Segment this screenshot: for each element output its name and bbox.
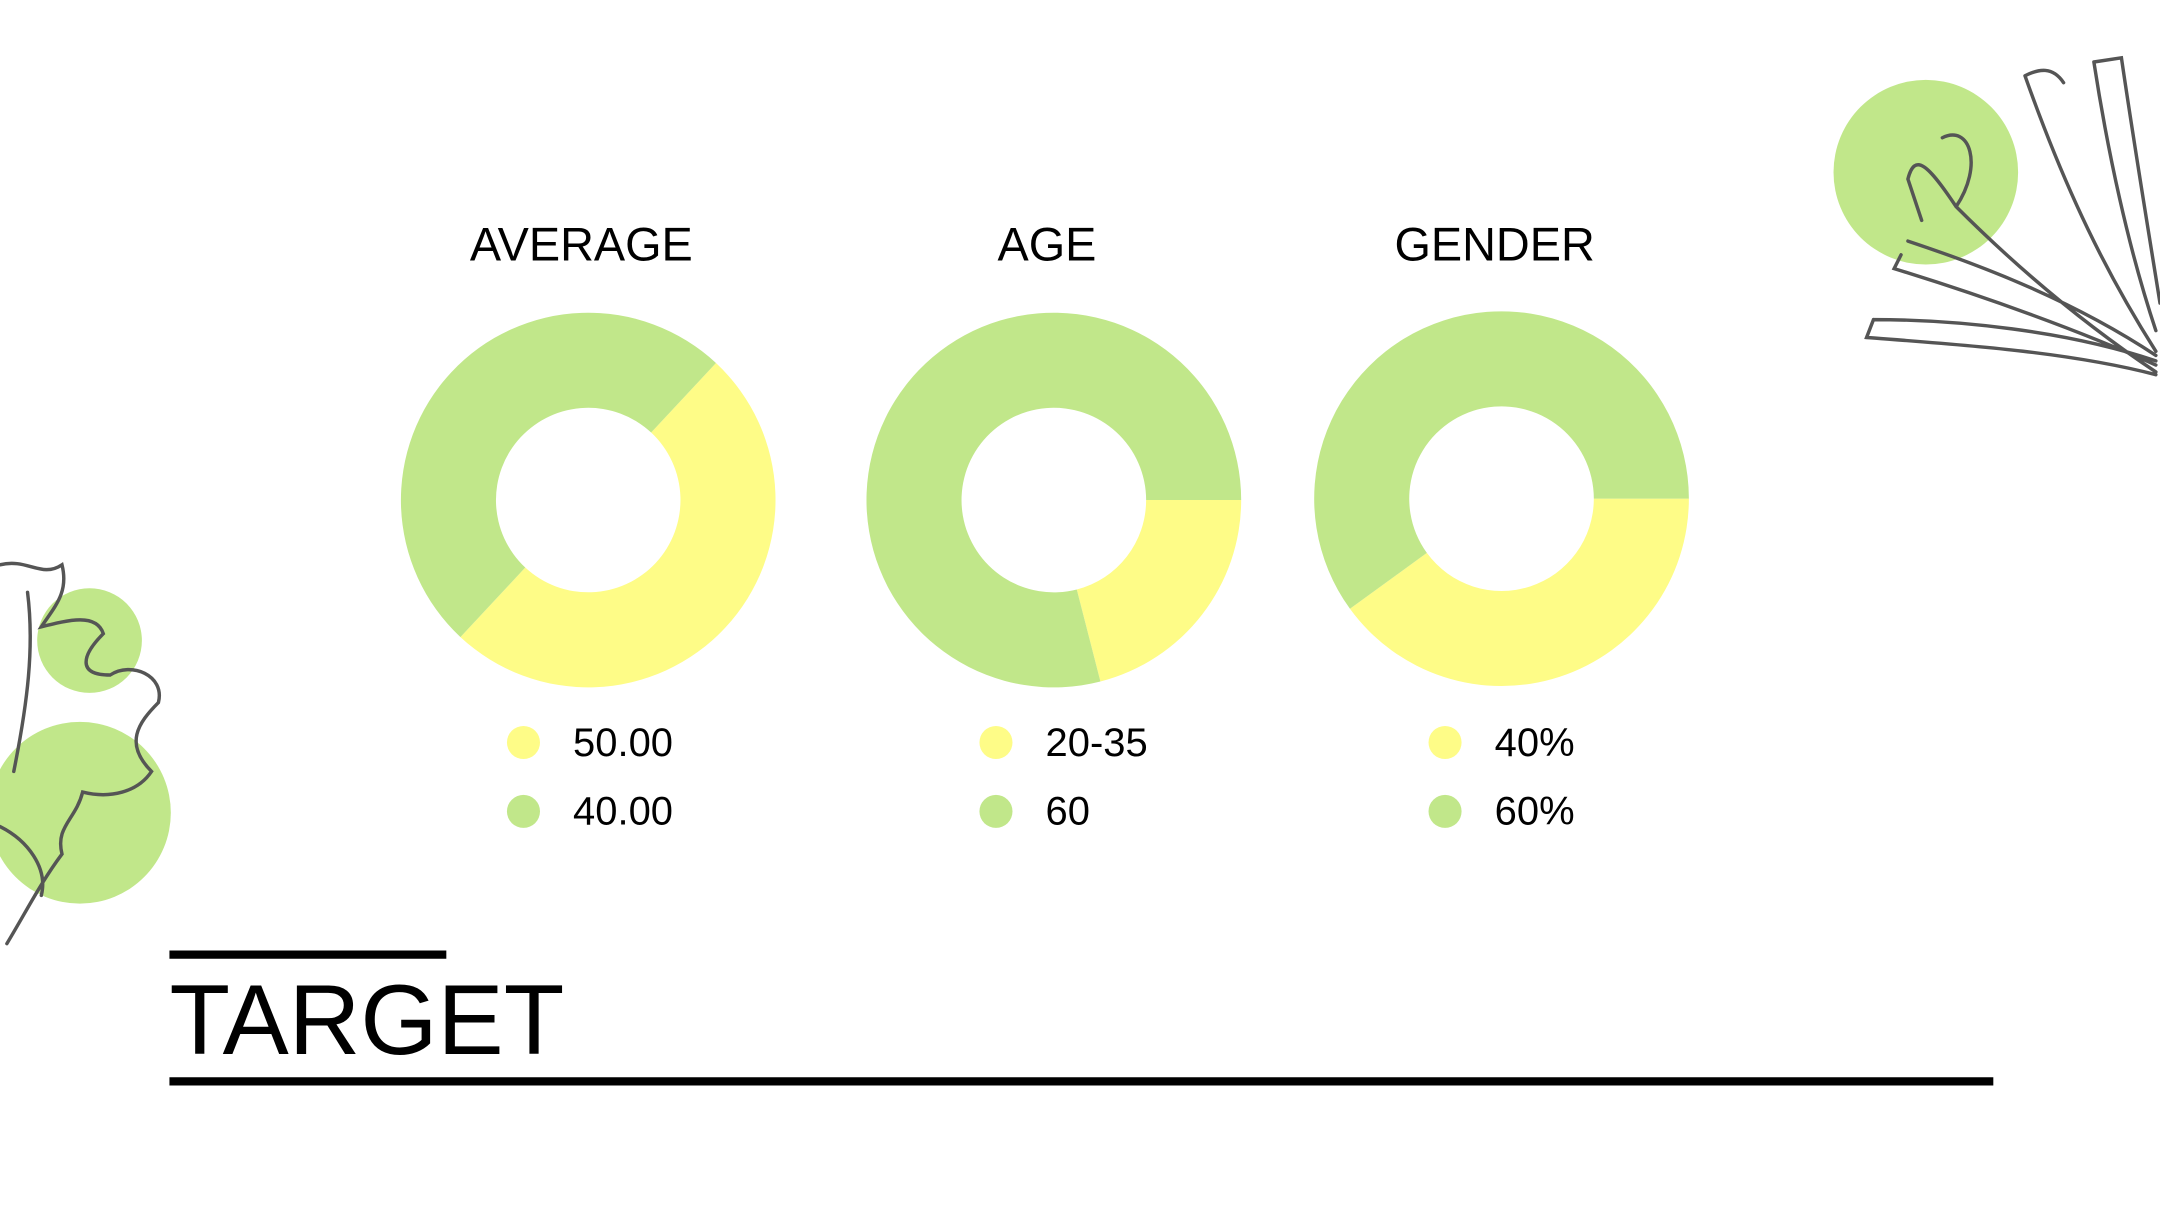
- donut-segment: [866, 312, 1242, 688]
- donut-segment: [400, 312, 716, 638]
- legend-marker: [979, 725, 1013, 760]
- donut-segment: [1314, 311, 1689, 609]
- legend-label: 20-35: [1046, 721, 1148, 765]
- legend-label: 60: [1046, 790, 1090, 834]
- leek-sketch: [1864, 55, 2160, 377]
- heading: TARGET: [169, 965, 564, 1076]
- legend-marker: [979, 794, 1013, 828]
- chart-title: AGE: [997, 218, 1096, 270]
- legend-marker: [1428, 794, 1462, 828]
- charts: AVERAGE 50.00 40.00 AGE 20-35 60 GENDER 40% 60%: [400, 218, 1689, 834]
- green-blob: [37, 588, 142, 693]
- decoration-right: [1833, 55, 2160, 377]
- donut-segment: [1349, 498, 1689, 687]
- ginger-sketch: [0, 561, 162, 946]
- legend-label: 50.00: [573, 721, 673, 765]
- legend-marker: [506, 725, 540, 760]
- donut-segment: [1076, 500, 1242, 682]
- chart-title: AVERAGE: [470, 218, 693, 270]
- legend-label: 60%: [1495, 790, 1575, 834]
- legend-label: 40.00: [573, 790, 673, 834]
- green-blob: [1833, 79, 2019, 265]
- green-blob: [0, 721, 171, 904]
- donut-segment: [460, 363, 776, 688]
- chart-title: GENDER: [1394, 218, 1594, 270]
- legend-marker: [1428, 725, 1462, 760]
- decoration-left: [0, 561, 171, 946]
- legend-marker: [506, 794, 540, 828]
- legend-label: 40%: [1495, 721, 1575, 765]
